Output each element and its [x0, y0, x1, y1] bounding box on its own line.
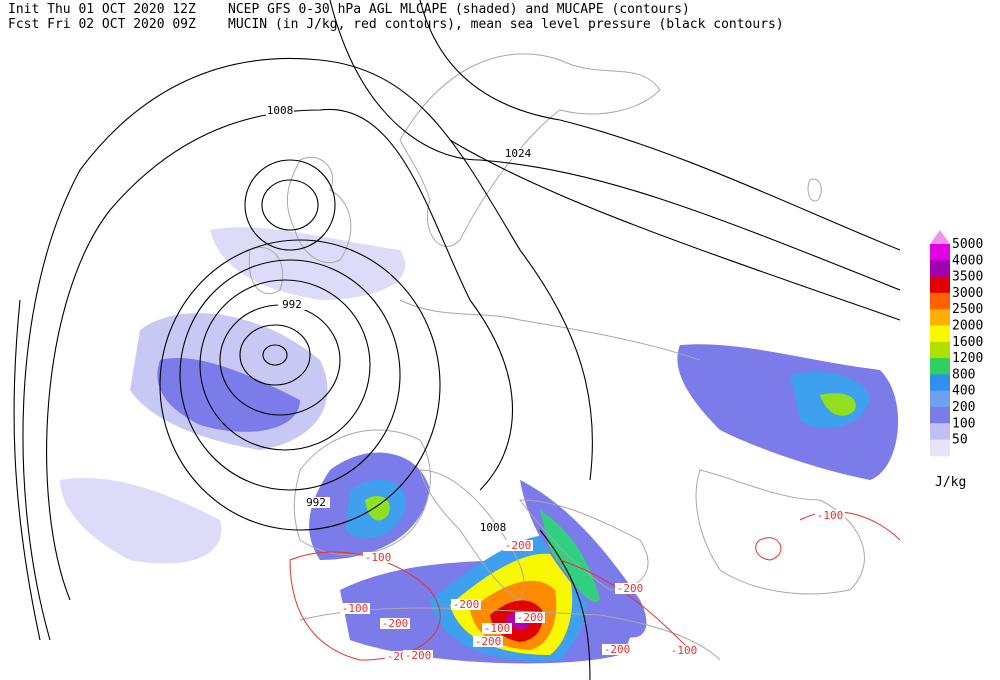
label-bg	[515, 612, 545, 623]
label-bg	[479, 522, 507, 533]
legend-label: 400	[952, 384, 975, 399]
legend-label: 100	[952, 416, 975, 431]
legend-swatch	[930, 439, 950, 457]
label-bg	[302, 497, 330, 508]
cin-label: -100	[365, 551, 392, 564]
label-bg	[602, 644, 632, 655]
cin-label: -200	[453, 598, 480, 611]
description-text: MUCIN (in J/kg, red contours), mean sea …	[228, 17, 784, 32]
legend-swatch	[930, 407, 950, 424]
label-bg	[615, 583, 645, 594]
legend-swatch	[930, 341, 950, 359]
legend-label: 2000	[952, 319, 983, 334]
legend-swatch	[930, 390, 950, 408]
label-bg	[403, 650, 433, 661]
legend-swatch	[930, 358, 950, 375]
label-bg	[278, 299, 306, 310]
pressure-label: 1008	[480, 521, 507, 534]
legend-swatch	[930, 325, 950, 343]
legend-label: 5000	[952, 237, 983, 252]
legend-swatch	[930, 244, 950, 261]
forecast-text: Fcst Fri 02 OCT 2020 09Z	[8, 17, 196, 32]
pressure-label: 992	[282, 298, 302, 311]
legend-swatch	[930, 374, 950, 392]
coastlines	[248, 53, 865, 661]
init-text: Init Thu 01 OCT 2020 12Z	[8, 2, 196, 17]
label-bg	[482, 623, 512, 634]
label-bg	[340, 603, 370, 614]
cin-label: -200	[517, 611, 544, 624]
legend-swatch	[930, 260, 950, 278]
label-bg	[504, 148, 532, 159]
legend-label: 4000	[952, 253, 983, 268]
label-bg	[385, 651, 415, 662]
legend-swatch	[930, 292, 950, 310]
legend-label: 800	[952, 367, 975, 382]
legend-swatch	[930, 423, 950, 441]
legend-label: 2500	[952, 302, 983, 317]
cin-label: -200	[617, 582, 644, 595]
label-bg	[669, 645, 699, 656]
legend-label: 3500	[952, 270, 983, 285]
cin-label: -100	[817, 509, 844, 522]
cin-label: -100	[484, 622, 511, 635]
pressure-label: 1008	[267, 104, 294, 117]
isobars	[13, 0, 901, 680]
label-bg	[503, 540, 533, 551]
cin-label: -200	[604, 643, 631, 656]
product-text: NCEP GFS 0-30 hPa AGL MLCAPE (shaded) an…	[228, 2, 690, 17]
legend-label: 1200	[952, 351, 983, 366]
label-bg	[473, 636, 503, 647]
legend-label: 50	[952, 433, 968, 448]
cin-label: -200	[475, 635, 502, 648]
legend-label: 200	[952, 400, 975, 415]
label-bg	[451, 599, 481, 610]
legend-unit: J/kg	[935, 475, 966, 490]
cin-label: -100	[342, 602, 369, 615]
pressure-label: 992	[306, 496, 326, 509]
legend-swatch	[930, 309, 950, 326]
cin-label: -200	[405, 649, 432, 662]
cin-label: -200	[505, 539, 532, 552]
label-bg	[380, 618, 410, 629]
cin-label: -200	[382, 617, 409, 630]
cape-shading	[60, 227, 899, 664]
label-bg	[815, 510, 845, 521]
legend-swatch	[930, 276, 950, 294]
label-bg	[266, 105, 294, 116]
label-bg	[363, 552, 393, 563]
legend-label: 3000	[952, 286, 983, 301]
legend-label: 1600	[952, 335, 983, 350]
legend-extend	[930, 230, 950, 244]
cin-label: -100	[671, 644, 698, 657]
pressure-label: 1024	[505, 147, 532, 160]
